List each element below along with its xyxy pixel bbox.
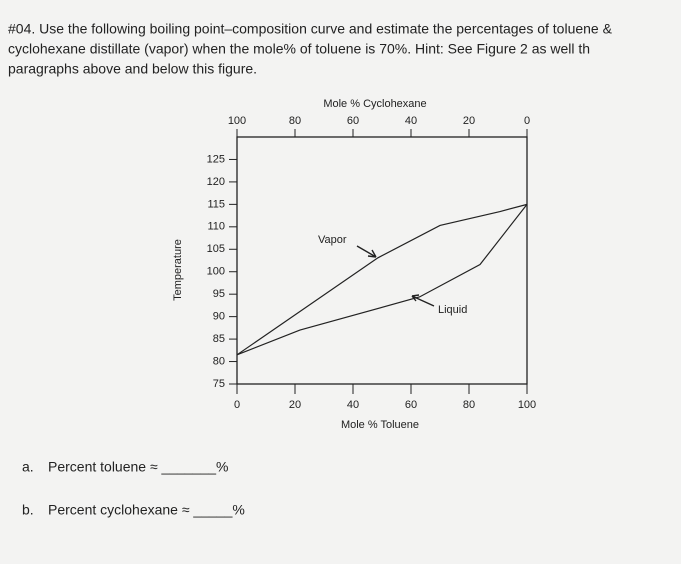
y-tick-label: 110	[207, 221, 225, 233]
x-tick-label: 20	[289, 399, 301, 411]
arrow	[356, 245, 377, 258]
answer-text: Percent toluene ≈ _______%	[48, 459, 228, 475]
question-line: paragraphs above and below this figure.	[8, 61, 257, 77]
x-tick-label: 40	[347, 399, 359, 411]
y-tick-label: 105	[207, 243, 225, 255]
curve	[236, 203, 528, 356]
curve-label: Liquid	[438, 304, 467, 316]
y-tick-label: 80	[213, 355, 225, 367]
x2-tick-label: 80	[289, 115, 301, 127]
curve	[236, 203, 528, 356]
y-tick-label: 95	[213, 288, 225, 300]
x2-tick-label: 40	[405, 115, 417, 127]
y-tick-label: 115	[207, 198, 225, 210]
y-tick-label: 120	[207, 176, 225, 188]
question-line: #04. Use the following boiling point–com…	[8, 21, 613, 37]
x2-axis-title: Mole % Cyclohexane	[323, 98, 426, 110]
x-axis-title: Mole % Toluene	[341, 419, 419, 431]
arrow	[411, 294, 435, 307]
x2-tick-label: 60	[347, 115, 359, 127]
y-tick-label: 100	[207, 266, 225, 278]
y-tick-label: 75	[213, 378, 225, 390]
x-tick-label: 100	[518, 399, 536, 411]
x-tick-label: 80	[463, 399, 475, 411]
curve-label: Vapor	[318, 234, 347, 246]
answer-letter: b.	[22, 502, 34, 518]
y-tick-label: 125	[207, 153, 225, 165]
x2-tick-label: 100	[228, 115, 246, 127]
plot-frame	[236, 136, 528, 385]
x-tick-label: 60	[405, 399, 417, 411]
y-tick-label: 90	[213, 311, 225, 323]
question-line: cyclohexane distillate (vapor) when the …	[8, 41, 590, 57]
x2-tick-label: 0	[524, 115, 530, 127]
y-tick-label: 85	[213, 333, 225, 345]
answer-letter: a.	[22, 459, 34, 475]
x2-tick-label: 20	[463, 115, 475, 127]
x-tick-label: 0	[234, 399, 240, 411]
answer-text: Percent cyclohexane ≈ _____%	[48, 502, 245, 518]
y-axis-title: Temperature	[172, 239, 184, 301]
